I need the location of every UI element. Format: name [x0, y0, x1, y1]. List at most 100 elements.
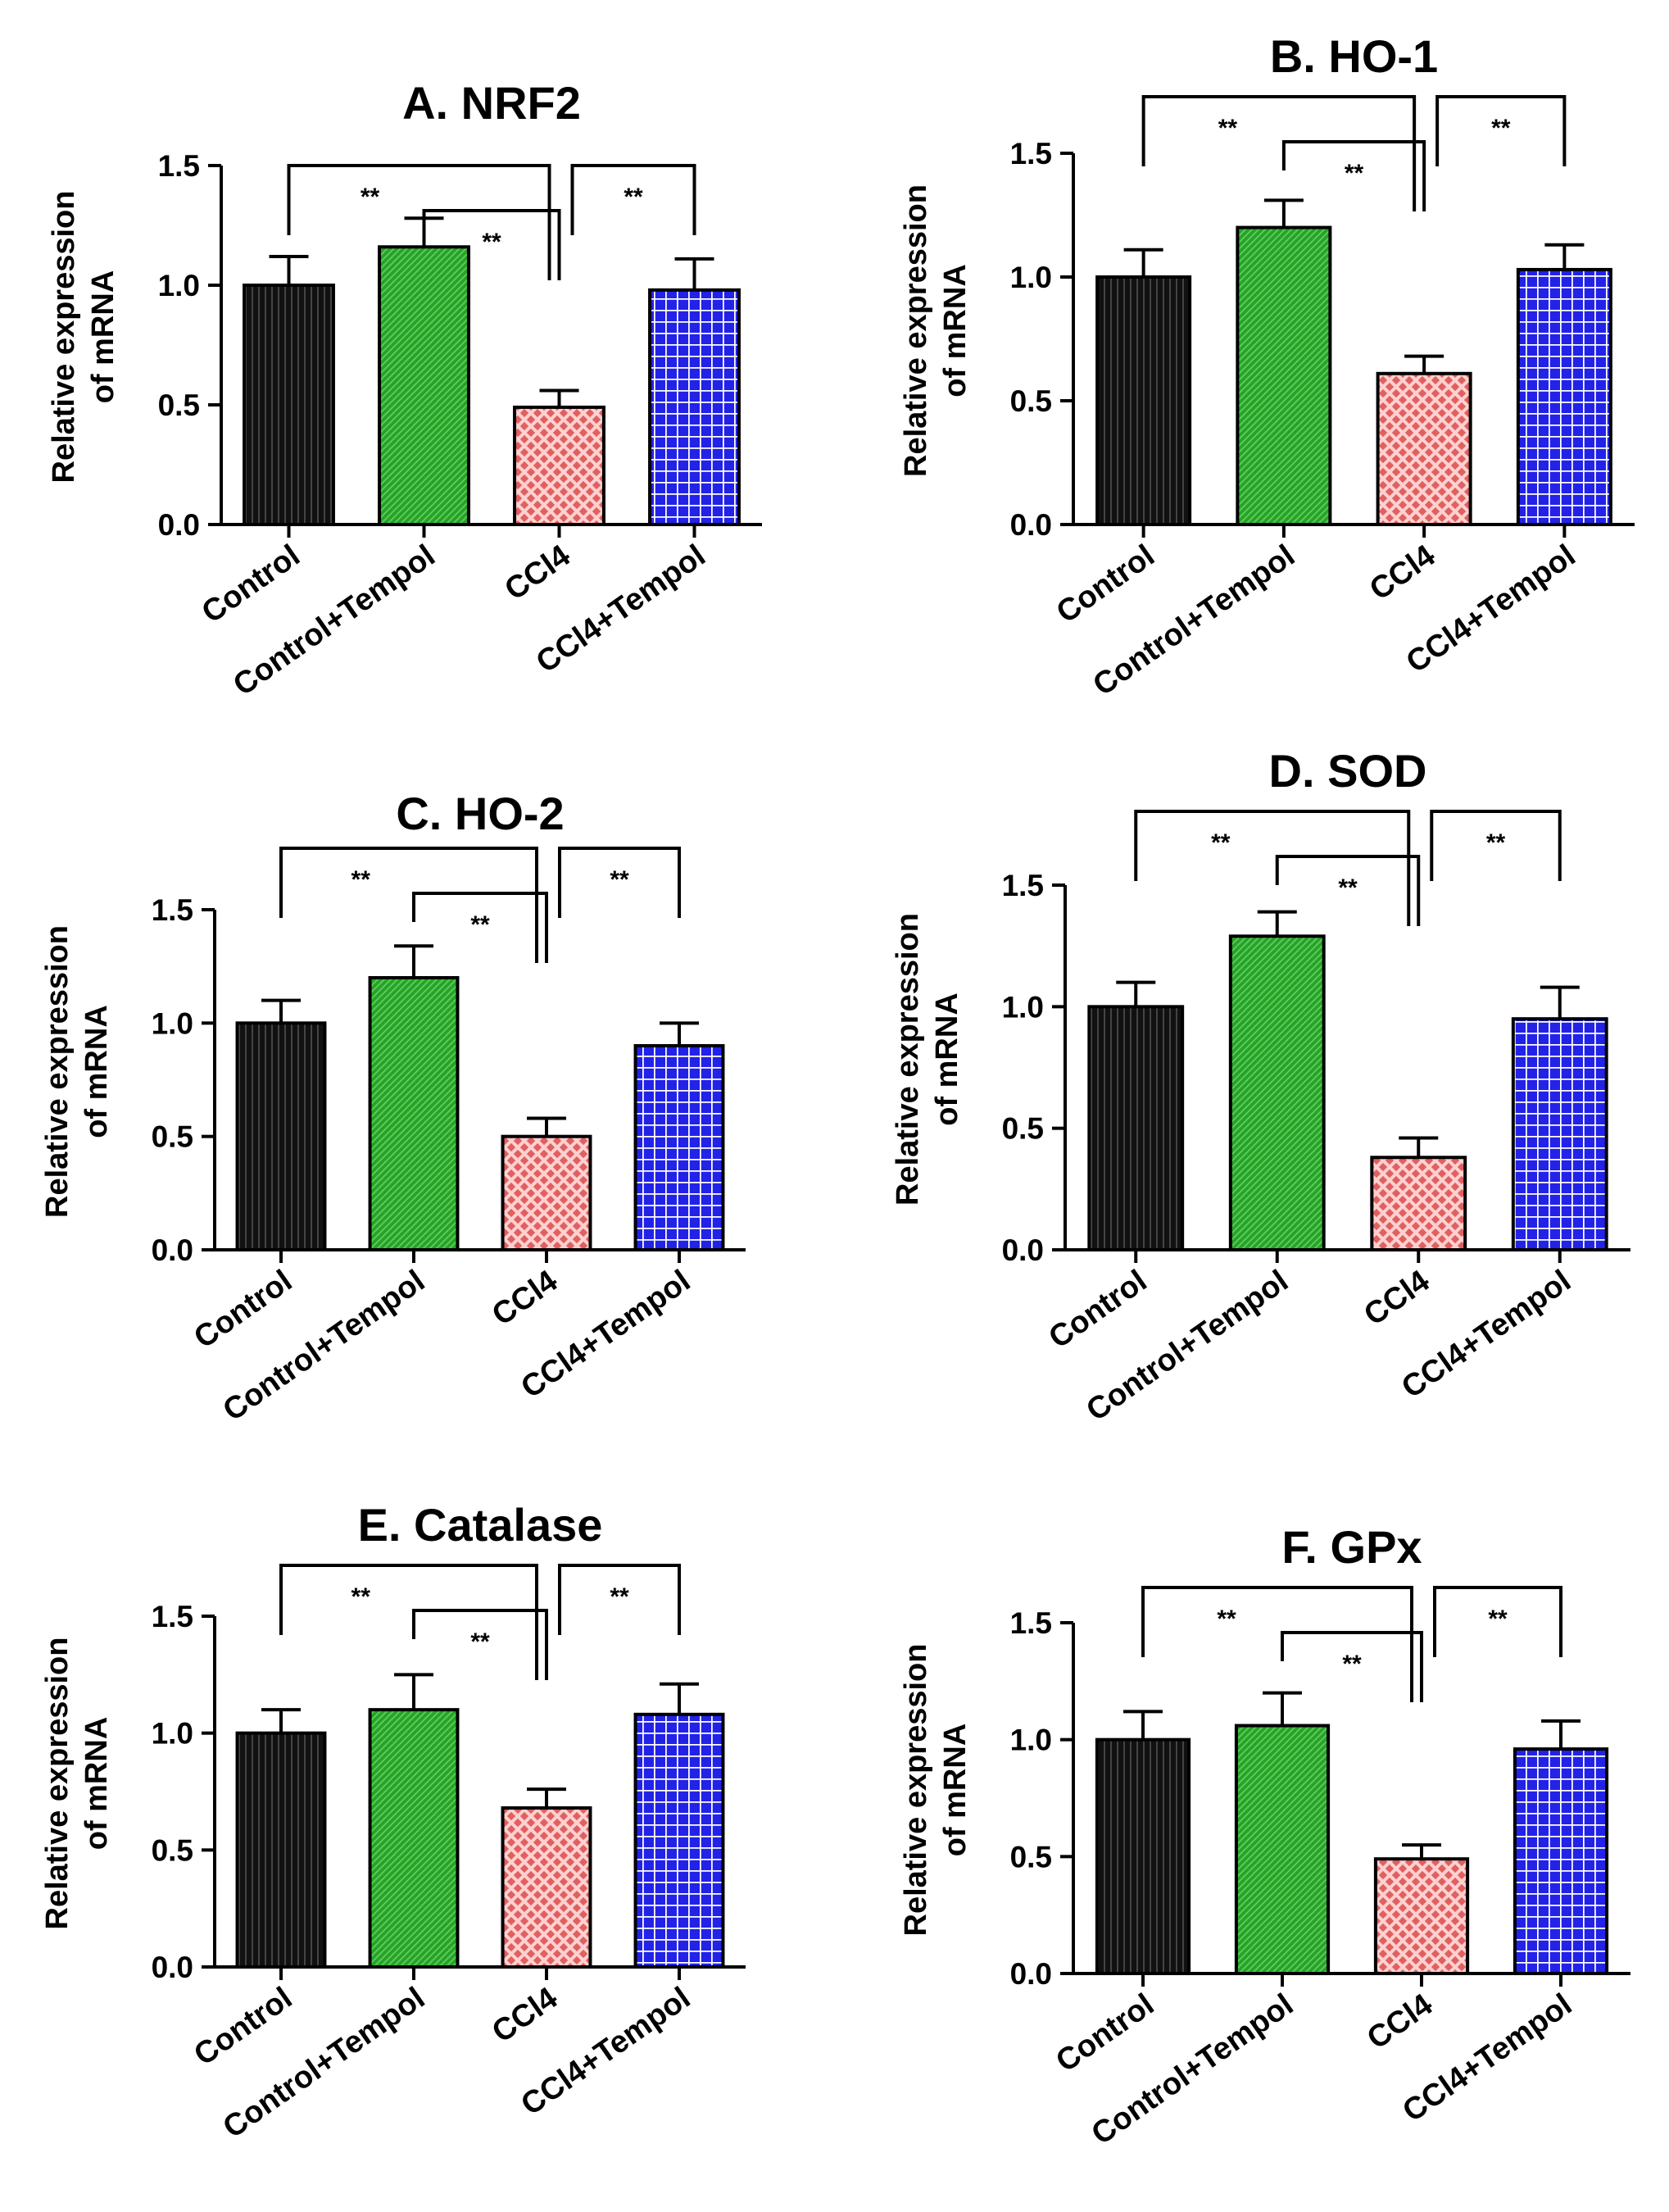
- panel-title: A. NRF2: [402, 77, 581, 129]
- bar-ccl4: [501, 1134, 592, 1251]
- significance-bracket: [279, 847, 538, 963]
- panel-title: C. HO-2: [396, 788, 564, 839]
- significance-label: **: [470, 911, 490, 938]
- y-tick-label: 1.0: [1010, 1724, 1052, 1757]
- bar-ccl4: [1373, 1857, 1470, 1976]
- y-axis-label: Relative expression: [891, 913, 925, 1206]
- x-tick-label: Control: [188, 1981, 298, 2073]
- y-tick-label: 0.5: [1010, 384, 1052, 418]
- y-tick-label: 1.5: [1002, 869, 1044, 902]
- x-tick-label: CCl4: [1358, 1264, 1435, 1333]
- y-axis-label: Relative expression: [899, 184, 933, 477]
- significance-bracket: [1435, 95, 1567, 166]
- bar-control: [1095, 275, 1192, 526]
- y-axis-label: Relative expression: [899, 1644, 933, 1937]
- bar-control-tempol: [368, 976, 460, 1251]
- significance-label: **: [624, 184, 643, 211]
- x-tick-label: CCl4: [1363, 538, 1441, 607]
- y-tick-label: 0.5: [152, 1120, 193, 1154]
- panel-sod: D. SOD Relative expression of mRNA 0.0 0.5 1.…: [891, 745, 1630, 1428]
- significance-label: **: [361, 184, 380, 211]
- panel-title: B. HO-1: [1270, 30, 1438, 82]
- x-tick-label: CCl4: [486, 1264, 564, 1333]
- x-tick-label: Control: [196, 538, 306, 630]
- panel-ho-2: C. HO-2 Relative expression of mRNA 0.0 0.5 1…: [40, 788, 746, 1428]
- y-axis-label: of mRNA: [79, 1005, 114, 1138]
- bar-ccl4-tempol: [1516, 267, 1612, 526]
- significance-label: **: [1488, 1606, 1508, 1633]
- y-tick-label: 0.5: [1010, 1840, 1052, 1874]
- y-tick-label: 1.5: [152, 893, 193, 927]
- significance-bracket: [1430, 810, 1562, 881]
- bar-control: [235, 1731, 327, 1969]
- significance-bracket: [287, 164, 551, 280]
- panel-title: D. SOD: [1269, 745, 1427, 797]
- bar-ccl4-tempol: [1513, 1747, 1609, 1976]
- panel-nrf2: A. NRF2 Relative expression of mRNA 0.0 0.5 1…: [47, 77, 762, 702]
- significance-bracket: [570, 164, 696, 235]
- y-axis-label: Relative expression: [47, 191, 81, 484]
- significance-label: **: [482, 229, 501, 256]
- y-tick-label: 0.5: [158, 388, 200, 422]
- y-axis-label: of mRNA: [930, 992, 964, 1126]
- y-axis-label: of mRNA: [938, 264, 973, 397]
- bar-control-tempol: [378, 245, 470, 526]
- y-axis-label: Relative expression: [40, 1637, 75, 1930]
- panel-gpx: F. GPx Relative expression of mRNA 0.0 0.5 1.…: [899, 1521, 1630, 2151]
- y-tick-label: 1.5: [1010, 1606, 1052, 1640]
- y-tick-label: 1.0: [1010, 261, 1052, 294]
- panel-title: E. Catalase: [358, 1499, 603, 1551]
- significance-bracket: [1141, 95, 1417, 211]
- y-tick-label: 0.0: [158, 508, 200, 542]
- significance-label: **: [470, 1628, 490, 1656]
- significance-label: **: [1338, 874, 1358, 902]
- significance-bracket: [1141, 1586, 1413, 1702]
- significance-label: **: [1342, 1651, 1362, 1678]
- bar-ccl4-tempol: [633, 1712, 725, 1969]
- bar-ccl4: [1376, 371, 1472, 526]
- y-axis-label: Relative expression: [40, 925, 75, 1218]
- significance-bracket: [279, 1564, 538, 1680]
- bar-ccl4: [501, 1805, 592, 1969]
- y-axis-label: of mRNA: [86, 270, 120, 404]
- x-tick-label: CCl4: [486, 1981, 564, 2050]
- significance-bracket: [422, 209, 561, 280]
- y-tick-label: 0.0: [1010, 1957, 1052, 1991]
- y-axis-label: of mRNA: [79, 1717, 114, 1851]
- bar-ccl4: [1370, 1156, 1467, 1252]
- significance-label: **: [351, 866, 371, 893]
- x-tick-label: Control: [1050, 538, 1161, 630]
- x-tick-label: Control: [1050, 1987, 1160, 2079]
- bar-control-tempol: [1234, 1724, 1331, 1975]
- panel-title: F. GPx: [1281, 1521, 1422, 1573]
- significance-label: **: [610, 1583, 629, 1610]
- significance-bracket: [1275, 855, 1421, 926]
- y-tick-label: 0.0: [1002, 1233, 1044, 1267]
- significance-bracket: [1134, 810, 1411, 926]
- bar-control-tempol: [368, 1708, 460, 1969]
- significance-bracket: [1281, 140, 1426, 211]
- y-tick-label: 1.0: [152, 1717, 193, 1751]
- significance-bracket: [412, 1609, 548, 1680]
- significance-bracket: [558, 847, 681, 918]
- significance-label: **: [1345, 160, 1364, 187]
- significance-bracket: [1433, 1586, 1562, 1657]
- panel-catalase: E. Catalase Relative expression of mRNA 0.0…: [40, 1499, 746, 2145]
- significance-label: **: [351, 1583, 371, 1610]
- significance-label: **: [1486, 829, 1506, 856]
- significance-bracket: [558, 1564, 681, 1635]
- y-tick-label: 1.5: [1010, 137, 1052, 170]
- bar-ccl4-tempol: [648, 288, 741, 526]
- bar-control: [235, 1021, 327, 1252]
- y-tick-label: 0.0: [152, 1233, 193, 1267]
- significance-bracket: [1281, 1631, 1423, 1702]
- y-tick-label: 1.0: [152, 1006, 193, 1040]
- significance-label: **: [1218, 115, 1238, 142]
- y-tick-label: 1.0: [158, 269, 200, 302]
- y-tick-label: 0.5: [152, 1833, 193, 1867]
- y-tick-label: 1.0: [1002, 990, 1044, 1024]
- y-tick-label: 0.0: [1010, 508, 1052, 542]
- x-tick-label: CCl4: [499, 538, 577, 607]
- bar-ccl4: [513, 405, 605, 527]
- bar-control-tempol: [1236, 225, 1332, 526]
